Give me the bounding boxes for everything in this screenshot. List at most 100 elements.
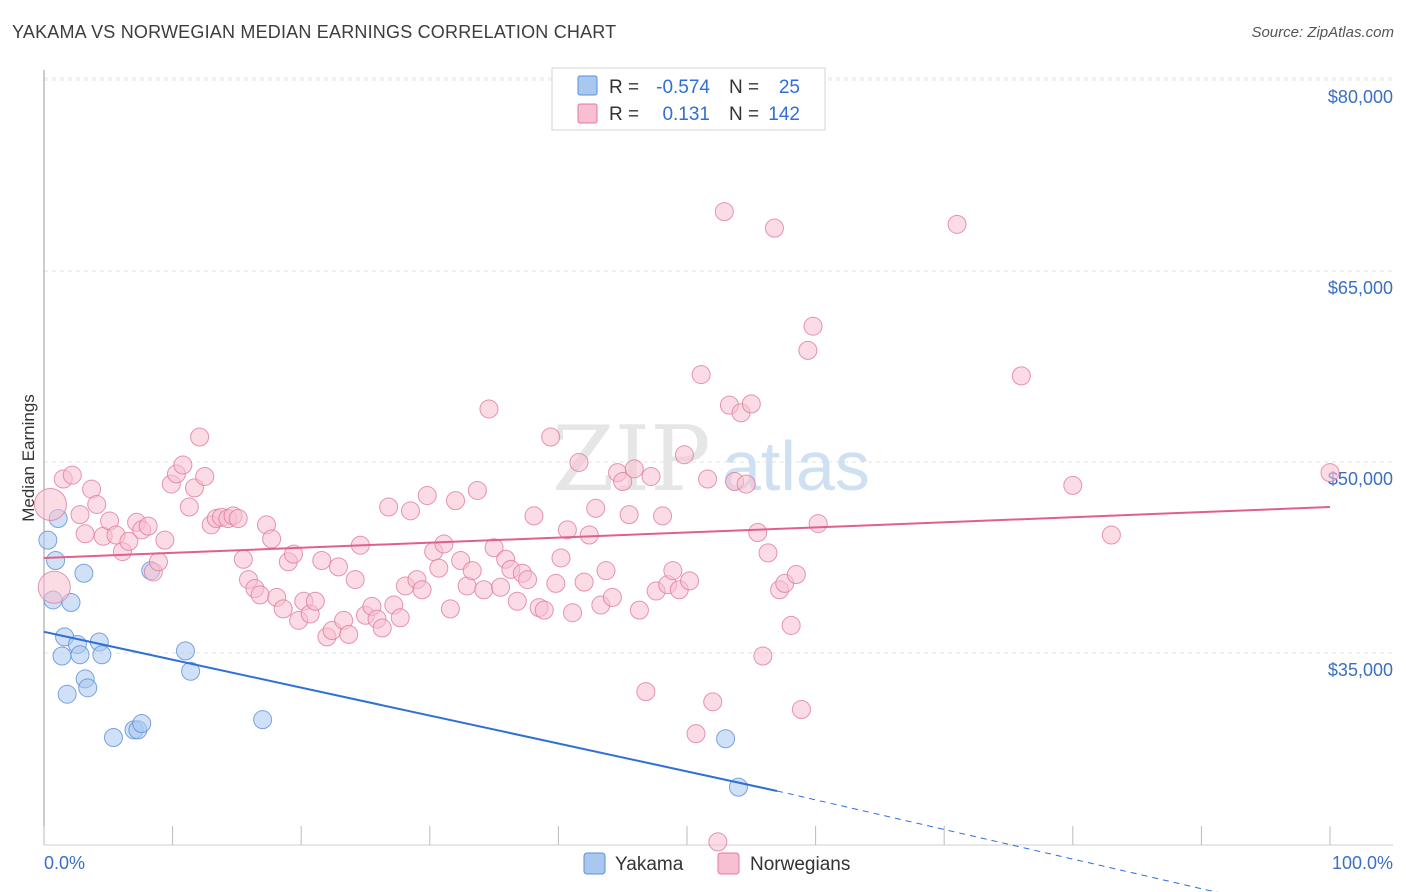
legend-swatch-yakama (577, 75, 598, 96)
point-norwegians-107 (653, 506, 673, 526)
series-legend-label-norwegians: Norwegians (750, 854, 850, 875)
series-legend-swatch-yakama (583, 852, 606, 875)
point-norwegians-37 (262, 529, 282, 549)
point-norwegians-18 (155, 530, 175, 550)
point-norwegians-90 (557, 520, 577, 540)
point-norwegians-136 (947, 214, 967, 234)
point-norwegians-52 (345, 570, 365, 590)
series-legend-swatch-norwegians (717, 852, 740, 875)
point-norwegians-83 (518, 570, 538, 590)
point-norwegians-87 (541, 427, 561, 447)
x-axis-min-label: 0.0% (44, 853, 85, 873)
point-norwegians-124 (748, 522, 768, 542)
chart-title: YAKAMA VS NORWEGIAN MEDIAN EARNINGS CORR… (12, 22, 617, 42)
point-norwegians-131 (786, 565, 806, 584)
point-norwegians-139 (1101, 525, 1121, 545)
point-norwegians-31 (228, 508, 248, 528)
point-norwegians-111 (674, 445, 694, 465)
point-norwegians-88 (546, 573, 566, 593)
point-norwegians-95 (586, 498, 606, 518)
point-yakama-23 (716, 729, 736, 749)
point-norwegians-86 (534, 600, 554, 620)
point-norwegians-133 (798, 340, 818, 360)
point-yakama-15 (103, 727, 123, 747)
point-norwegians-116 (703, 692, 723, 712)
point-norwegians-113 (686, 724, 706, 744)
point-norwegians-32 (233, 549, 253, 569)
point-norwegians-103 (629, 600, 649, 620)
point-yakama-10 (74, 563, 94, 583)
point-norwegians-15 (138, 516, 158, 536)
point-norwegians-138 (1063, 475, 1083, 495)
y-tick-label-35000: $35,000 (1328, 660, 1393, 680)
point-norwegians-100 (613, 472, 633, 492)
point-norwegians-93 (574, 572, 594, 592)
legend-r-label-norwegians: R = (609, 104, 639, 125)
point-norwegians-135 (808, 514, 828, 534)
point-norwegians-60 (390, 608, 410, 628)
point-yakama-0 (38, 530, 58, 550)
legend-r-label-yakama: R = (609, 77, 639, 98)
legend-n-label-yakama: N = (729, 77, 759, 98)
point-norwegians-115 (698, 469, 718, 489)
point-norwegians-137 (1011, 366, 1031, 386)
point-norwegians-134 (803, 316, 823, 336)
series-legend-label-yakama: Yakama (615, 854, 684, 875)
series-legend: Yakama Norwegians (583, 852, 850, 875)
scatter-points (33, 202, 1340, 852)
point-norwegians-101 (619, 505, 639, 525)
point-norwegians-94 (579, 525, 599, 545)
point-norwegians-97 (596, 561, 616, 581)
point-norwegians-69 (440, 599, 460, 619)
point-norwegians-84 (524, 506, 544, 526)
point-norwegians-73 (462, 561, 482, 581)
legend-swatch-norwegians (577, 103, 598, 124)
point-yakama-18 (132, 713, 152, 733)
point-norwegians-75 (474, 580, 494, 600)
point-norwegians-140 (1320, 463, 1340, 483)
point-norwegians-89 (551, 548, 571, 568)
point-norwegians-92 (569, 452, 589, 472)
correlation-legend: R = -0.574 N = 25 R = 0.131 N = 142 (551, 67, 826, 131)
point-norwegians-109 (663, 561, 683, 581)
point-norwegians-64 (412, 580, 432, 600)
legend-n-label-norwegians: N = (729, 104, 759, 125)
point-norwegians-132 (791, 699, 811, 719)
point-norwegians-45 (305, 591, 325, 611)
trend-line-extension-yakama (776, 790, 1219, 892)
point-norwegians-122 (736, 474, 756, 494)
trend-lines (43, 506, 1331, 892)
point-norwegians-22 (179, 497, 199, 517)
point-norwegians-17 (148, 552, 168, 572)
trend-line-yakama (43, 630, 778, 792)
point-norwegians-76 (479, 399, 499, 419)
series-norwegians (33, 202, 1340, 852)
chart-source: Source: ZipAtlas.com (1251, 24, 1394, 41)
point-norwegians-105 (641, 466, 661, 486)
point-norwegians-41 (283, 544, 303, 564)
point-norwegians-104 (636, 682, 656, 702)
point-norwegians-62 (401, 501, 421, 521)
point-yakama-22 (253, 710, 273, 730)
point-norwegians-118 (714, 202, 734, 222)
point-norwegians-127 (764, 218, 784, 238)
point-norwegians-0 (33, 487, 67, 521)
point-norwegians-126 (758, 543, 778, 563)
point-yakama-4 (52, 646, 72, 666)
point-norwegians-114 (691, 365, 711, 385)
point-norwegians-81 (507, 591, 527, 611)
point-norwegians-46 (312, 550, 332, 570)
point-norwegians-102 (624, 459, 644, 479)
point-norwegians-130 (781, 615, 801, 635)
point-norwegians-117 (708, 832, 728, 852)
legend-r-value-yakama: -0.574 (656, 77, 710, 98)
point-yakama-9 (70, 645, 90, 665)
legend-n-value-norwegians: 142 (768, 104, 800, 125)
y-axis-title: Median Earnings (19, 394, 38, 522)
point-norwegians-51 (339, 624, 359, 644)
x-axis-ticks (43, 826, 1331, 845)
point-yakama-20 (175, 641, 195, 661)
y-tick-label-80000: $80,000 (1328, 87, 1393, 107)
point-norwegians-78 (491, 577, 511, 597)
